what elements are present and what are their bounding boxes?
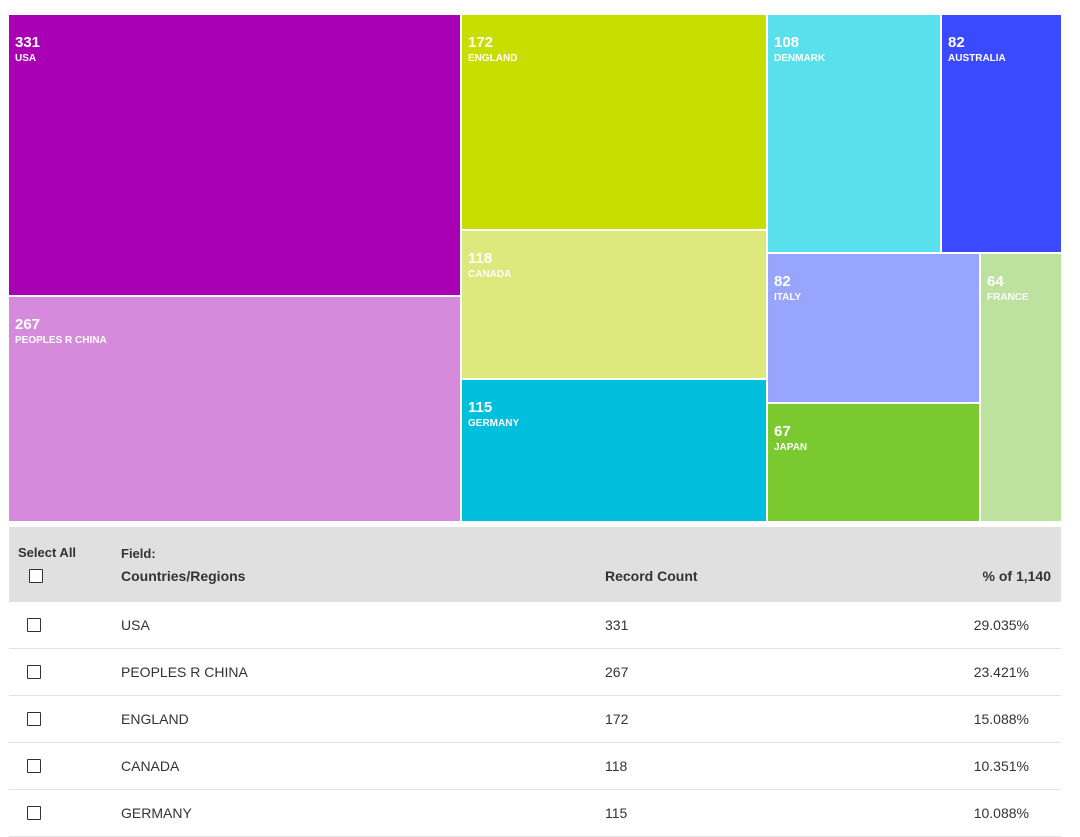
tile-label: USA [15,53,37,64]
treemap-chart: 331 USA 267 PEOPLES R CHINA 172 ENGLAND 118 CAN… [9,15,1061,521]
row-percent: 15.088% [973,711,1029,727]
treemap-tile-italy[interactable]: 82 ITALY [768,254,979,402]
treemap-tile-usa[interactable]: 331 USA [9,15,460,295]
row-percent: 10.088% [973,805,1029,821]
tile-value: 331 [15,34,41,51]
row-checkbox[interactable] [27,665,41,679]
treemap-tile-japan[interactable]: 67 JAPAN [768,404,979,521]
tile-value: 172 [468,34,494,51]
field-column-header: Countries/Regions [121,568,246,584]
treemap-tile-peoples-r-china[interactable]: 267 PEOPLES R CHINA [9,297,460,521]
row-record-count: 115 [605,805,628,821]
tile-value: 115 [468,399,493,416]
treemap-tile-france[interactable]: 64 FRANCE [981,254,1061,521]
tile-value: 82 [948,34,965,51]
treemap-tile-australia[interactable]: 82 AUSTRALIA [942,15,1061,252]
tile-label: ENGLAND [468,53,518,64]
row-country-name: ENGLAND [121,711,189,727]
row-country-name: CANADA [121,758,180,774]
row-checkbox[interactable] [27,806,41,820]
tile-label: DENMARK [774,53,826,64]
table-row: GERMANY 115 10.088% [9,790,1061,837]
row-percent: 23.421% [973,664,1029,680]
record-count-header: Record Count [605,568,698,584]
row-percent: 29.035% [973,617,1029,633]
percent-header: % of 1,140 [982,568,1051,584]
tile-value: 118 [468,250,493,267]
tile-value: 82 [774,273,791,290]
select-all-label: Select All [18,545,77,560]
tile-value: 108 [774,34,800,51]
row-record-count: 331 [605,617,629,633]
tile-label: CANADA [468,269,512,280]
tile-label: FRANCE [987,292,1029,303]
row-checkbox[interactable] [27,618,41,632]
row-record-count: 172 [605,711,629,727]
row-country-name: PEOPLES R CHINA [121,664,248,680]
treemap-tile-denmark[interactable]: 108 DENMARK [768,15,940,252]
table-row: PEOPLES R CHINA 267 23.421% [9,649,1061,696]
table-row: ENGLAND 172 15.088% [9,696,1061,743]
row-record-count: 118 [605,758,628,774]
row-record-count: 267 [605,664,629,680]
row-checkbox[interactable] [27,712,41,726]
tile-value: 64 [987,273,1004,290]
table-row: USA 331 29.035% [9,602,1061,649]
tile-label: JAPAN [774,442,808,453]
row-checkbox[interactable] [27,759,41,773]
row-country-name: GERMANY [121,805,192,821]
table-row: CANADA 118 10.351% [9,743,1061,790]
treemap-tile-canada[interactable]: 118 CANADA [462,231,766,378]
treemap-tile-germany[interactable]: 115 GERMANY [462,380,766,521]
tile-label: AUSTRALIA [948,53,1006,64]
results-table: Select All Field: Countries/Regions Reco… [9,527,1061,837]
tile-value: 67 [774,423,791,440]
row-country-name: USA [121,617,150,633]
field-label: Field: [121,546,156,561]
select-all-checkbox[interactable] [29,569,43,583]
tile-label: GERMANY [468,418,520,429]
table-header: Select All Field: Countries/Regions Reco… [9,527,1061,602]
tile-label: PEOPLES R CHINA [15,335,107,346]
treemap-tile-england[interactable]: 172 ENGLAND [462,15,766,229]
tile-label: ITALY [774,292,802,303]
tile-value: 267 [15,316,41,333]
row-percent: 10.351% [973,758,1029,774]
